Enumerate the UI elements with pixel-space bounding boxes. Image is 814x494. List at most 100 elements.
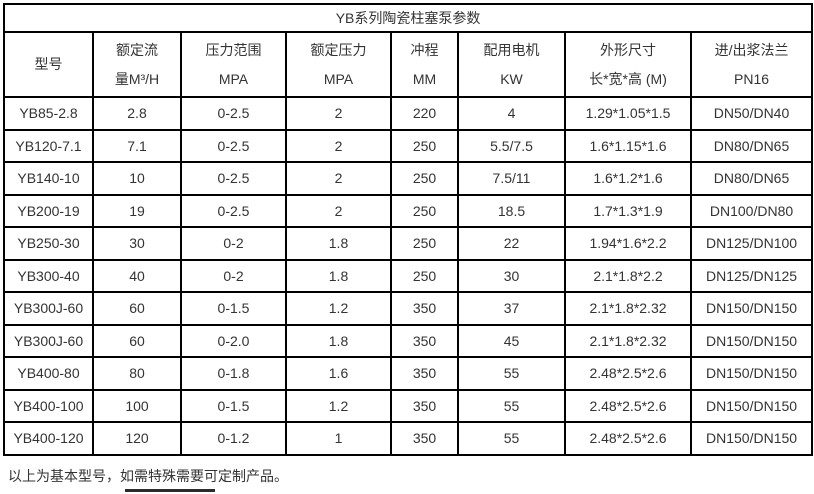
table-row: YB140-10 10 0-2.5 2 250 7.5/11 1.6*1.2*1.6 DN80… [3,161,814,196]
table-cell: DN125/DN100 [689,226,814,261]
table-cell: 250 [390,258,459,293]
table-cell: 1 [285,421,392,456]
table-cell: 0-2 [180,226,287,261]
table-cell: 0-1.2 [180,421,287,456]
table-cell: 0-1.5 [180,291,287,326]
table-cell: YB120-7.1 [3,128,94,163]
table-cell: YB200-19 [3,193,94,228]
column-header-unit: MM [412,70,437,87]
table-cell: 60 [92,323,182,358]
table-cell: 350 [390,421,459,456]
table-cell: 2.48*2.5*2.6 [564,421,692,456]
column-header-unit: KW [500,70,523,87]
table-cell: YB400-80 [3,356,94,391]
table-cell: 7.1 [92,128,182,163]
table-cell: DN150/DN150 [689,323,814,358]
table-cell: 100 [92,388,182,423]
column-header-unit: 长*宽*高 (M) [589,70,667,87]
column-header-motor: 配用电机 KW [457,31,566,98]
table-cell: 250 [390,193,459,228]
table-cell: 2 [285,193,392,228]
column-header-label: 冲程 [410,41,439,58]
column-header-unit: 量M³/H [114,70,160,87]
table-row: YB250-30 30 0-2 1.8 250 22 1.94*1.6*2.2 DN125/D… [3,226,814,261]
table-cell: 1.2 [285,388,392,423]
table-cell: 2 [285,96,392,131]
column-header-unit: PN16 [734,70,770,87]
table-cell: 0-1.5 [180,388,287,423]
column-header-label: 额定流 [116,41,158,58]
table-cell: 30 [92,226,182,261]
column-header-unit: MPA [323,70,354,87]
table-cell: 1.94*1.6*2.2 [564,226,692,261]
table-cell: 55 [457,421,566,456]
table-row: YB200-19 19 0-2.5 2 250 18.5 1.7*1.3*1.9 DN100/… [3,193,814,228]
table-cell: 1.6 [285,356,392,391]
table-cell: 40 [92,258,182,293]
column-header-model: 型号 [3,31,94,98]
table-cell: 250 [390,161,459,196]
table-cell: 250 [390,226,459,261]
column-header-dimensions: 外形尺寸 长*宽*高 (M) [564,31,692,98]
table-cell: 5.5/7.5 [457,128,566,163]
table-cell: 0-2.5 [180,96,287,131]
table-cell: 60 [92,291,182,326]
table-cell: 10 [92,161,182,196]
table-cell: 2.1*1.8*2.32 [564,323,692,358]
table-cell: DN150/DN150 [689,421,814,456]
table-cell: 1.7*1.3*1.9 [564,193,692,228]
column-header-pressure-range: 压力范围 MPA [180,31,287,98]
table-cell: DN150/DN150 [689,291,814,326]
table-cell: 1.6*1.15*1.6 [564,128,692,163]
table-cell: 18.5 [457,193,566,228]
table-cell: 1.6*1.2*1.6 [564,161,692,196]
column-header-flange: 进/出浆法兰 PN16 [689,31,814,98]
column-header-label: 压力范围 [205,41,262,58]
table-cell: 55 [457,388,566,423]
table-cell: DN150/DN150 [689,388,814,423]
table-cell: DN125/DN125 [689,258,814,293]
table-row: YB400-100 100 0-1.5 1.2 350 55 2.48*2.5*2.6 DN1… [3,388,814,423]
table-cell: 1.8 [285,226,392,261]
table-cell: YB85-2.8 [3,96,94,131]
column-header-unit: MPA [218,70,249,87]
table-cell: DN100/DN80 [689,193,814,228]
table-row: YB400-80 80 0-1.8 1.6 350 55 2.48*2.5*2.6 DN150… [3,356,814,391]
table-cell: 350 [390,356,459,391]
table-cell: YB300J-60 [3,291,94,326]
table-cell: 22 [457,226,566,261]
table-cell: 250 [390,128,459,163]
table-row: YB400-120 120 0-1.2 1 350 55 2.48*2.5*2.6 DN150… [3,421,814,456]
table-cell: 220 [390,96,459,131]
column-header-label: 配用电机 [483,41,540,58]
table-row: YB85-2.8 2.8 0-2.5 2 220 4 1.29*1.05*1.5 DN50/D… [3,96,814,131]
table-cell: 350 [390,291,459,326]
table-cell: DN80/DN65 [689,161,814,196]
table-cell: 30 [457,258,566,293]
table-cell: 37 [457,291,566,326]
table-cell: YB300J-60 [3,323,94,358]
table-cell: 2 [285,161,392,196]
pump-spec-table: YB系列陶瓷柱塞泵参数 型号 额定流 量M³/H 压力范围 MPA 额定压力 M… [2,3,814,456]
table-cell: 1.29*1.05*1.5 [564,96,692,131]
table-cell: 0-2 [180,258,287,293]
table-title-row: YB系列陶瓷柱塞泵参数 [2,3,814,33]
table-cell: 120 [92,421,182,456]
table-cell: YB250-30 [3,226,94,261]
table-cell: 0-1.8 [180,356,287,391]
table-cell: 2.8 [92,96,182,131]
column-header-stroke: 冲程 MM [390,31,459,98]
column-header-label: 额定压力 [310,41,367,58]
column-header-label: 型号 [34,56,63,72]
table-cell: DN50/DN40 [689,96,814,131]
footnote: 以上为基本型号，如需特殊需要可定制产品。 [8,468,288,484]
table-cell: 19 [92,193,182,228]
table-cell: YB140-10 [3,161,94,196]
column-header-rated-flow: 额定流 量M³/H [92,31,182,98]
table-row: YB120-7.1 7.1 0-2.5 2 250 5.5/7.5 1.6*1.15*1.6… [3,128,814,163]
table-cell: 2 [285,128,392,163]
table-cell: YB400-100 [3,388,94,423]
table-cell: DN150/DN150 [689,356,814,391]
table-header-row: 型号 额定流 量M³/H 压力范围 MPA 额定压力 MPA 冲程 MM 配用电… [3,31,814,98]
table-cell: 0-2.0 [180,323,287,358]
